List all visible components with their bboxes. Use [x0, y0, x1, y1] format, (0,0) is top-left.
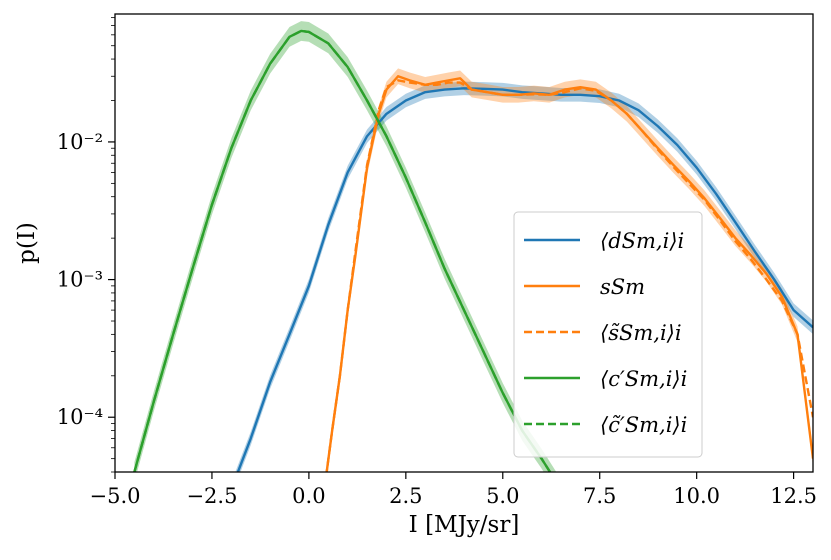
series-lines [133, 29, 813, 472]
legend-label: ⟨c̃′Sm,i⟩i [600, 413, 687, 437]
x-axis-label: I [MJy/sr] [409, 512, 520, 538]
x-tick-label: −2.5 [186, 484, 237, 508]
uncertainty-bands [134, 21, 813, 472]
y-axis-label: p(I) [14, 222, 40, 264]
legend-label: sSm [600, 275, 645, 299]
x-axis: −5.0 −2.5 0.0 2.5 5.0 7.5 10.0 12.5 [90, 472, 817, 508]
legend-frame [513, 211, 703, 458]
series-band [134, 21, 557, 472]
y-tick-label: 10⁻³ [57, 268, 103, 292]
x-tick-label: 10.0 [673, 484, 720, 508]
series-line [325, 79, 813, 472]
legend-label: ⟨c′Sm,i⟩i [600, 367, 687, 391]
y-tick-label: 10⁻² [57, 130, 103, 154]
x-tick-label: −5.0 [90, 484, 141, 508]
plot-frame [114, 13, 814, 473]
y-tick-label: 10⁻⁴ [57, 405, 103, 429]
legend-label: ⟨s̃Sm,i⟩i [600, 321, 682, 345]
series-line [236, 87, 813, 472]
y-axis: 10⁻⁴ 10⁻³ 10⁻² [57, 17, 115, 473]
x-tick-label: 5.0 [486, 484, 519, 508]
x-tick-label: 12.5 [770, 484, 817, 508]
legend: ⟨dSm,i⟩i sSm ⟨s̃Sm,i⟩i ⟨c′Sm,i⟩i ⟨c̃′Sm,i⟩i [513, 211, 703, 458]
legend-label: ⟨dSm,i⟩i [600, 229, 684, 253]
x-tick-label: 0.0 [292, 484, 325, 508]
series-line [133, 29, 552, 472]
x-tick-label: 7.5 [583, 484, 616, 508]
x-tick-label: 2.5 [389, 484, 422, 508]
